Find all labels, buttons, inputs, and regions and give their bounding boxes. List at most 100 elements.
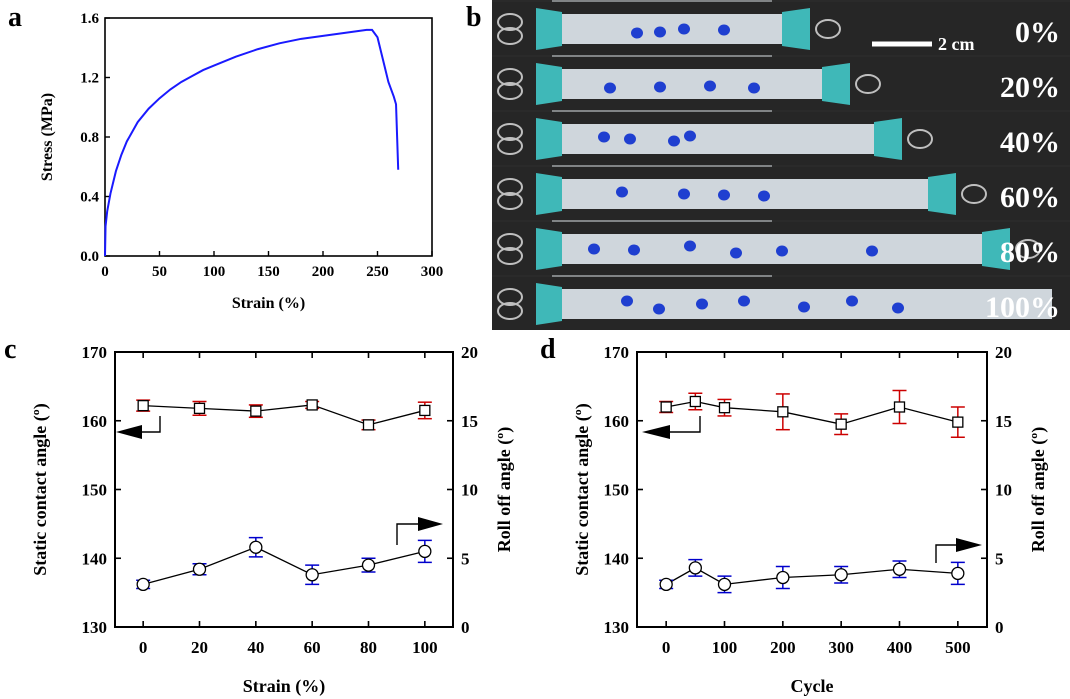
roll-off-point (951, 566, 965, 581)
right-binder-clip (982, 228, 1010, 270)
y-right-tick-label: 5 (995, 549, 1004, 568)
water-drop (846, 295, 858, 307)
contact-angle-point (306, 399, 318, 411)
clip-wire (497, 247, 523, 265)
y-left-tick-label: 130 (604, 618, 630, 637)
roll-off-line (665, 567, 958, 586)
panel-letter-c: c (4, 334, 17, 365)
water-drop (748, 82, 760, 94)
clip-wire (497, 192, 523, 210)
x-tick-label: 400 (887, 638, 913, 657)
strain-label: 20% (1000, 71, 1060, 104)
y-left-tick-label: 160 (604, 412, 630, 431)
clip-wire (497, 137, 523, 155)
left-axis-arrow-head (116, 425, 142, 439)
y-tick-label: 0.4 (80, 190, 99, 206)
y-right-tick-label: 20 (995, 343, 1012, 362)
contact-angle-line (143, 404, 425, 426)
y-right-tick-label: 0 (461, 618, 470, 637)
right-binder-clip (782, 8, 810, 50)
y-tick-label: 0.0 (80, 249, 99, 265)
y-left-axis-title: Static contact angle (º) (30, 403, 51, 575)
water-drop (704, 80, 716, 92)
x-tick-label: 200 (312, 264, 335, 280)
left-binder-clip (536, 173, 562, 215)
stress-strain-curve (104, 28, 400, 257)
y-tick-label: 0.8 (80, 130, 99, 146)
right-binder-clip (822, 63, 850, 105)
clip-wire (497, 123, 523, 141)
left-binder-clip (536, 8, 562, 50)
roll-off-point (659, 577, 673, 592)
y-left-axis-title: Static contact angle (º) (572, 403, 593, 575)
roll-off-point (305, 568, 319, 582)
left-binder-clip (536, 118, 562, 160)
film-strip-row: 20% (492, 57, 1070, 110)
y-axis-title: Stress (MPa) (39, 93, 56, 181)
clip-wire (497, 13, 523, 31)
y-left-tick-label: 170 (82, 343, 108, 362)
x-tick-label: 150 (257, 264, 280, 280)
y-right-tick-label: 20 (461, 343, 478, 362)
stretched-film-photo: 0% 20% 40% 60% 80% 100% 2 cm (492, 0, 1070, 330)
x-tick-label: 250 (366, 264, 389, 280)
water-drop (718, 24, 730, 36)
y-left-tick-label: 140 (604, 549, 630, 568)
clip-wire (497, 68, 523, 86)
water-drop (628, 244, 640, 256)
water-drop (668, 135, 680, 147)
water-drop (654, 81, 666, 93)
right-binder-clip (928, 173, 956, 215)
clip-wire (497, 233, 523, 251)
water-drop (696, 298, 708, 310)
y-tick-label: 1.2 (80, 71, 99, 87)
left-axis-arrow-head (642, 425, 670, 439)
water-drop (604, 82, 616, 94)
right-axis-arrow (935, 544, 958, 563)
x-tick-label: 0 (101, 264, 109, 280)
roll-off-point (418, 544, 432, 559)
panel-letter-d: d (540, 334, 556, 365)
roll-off-point (717, 577, 732, 592)
roll-off-point (136, 577, 150, 592)
cycle-angle-chart: 0 100 200 300 400 500 130 140 150 160 170 0 5 10 15 20 C… (572, 343, 1049, 696)
water-drop (653, 303, 665, 315)
contact-angle-point (893, 401, 906, 413)
film-strip-row: 40% (492, 112, 1070, 165)
film-strip (554, 69, 832, 99)
y-left-tick-label: 170 (604, 343, 630, 362)
contact-angle-point (952, 416, 964, 428)
water-drop (738, 295, 750, 307)
left-axis-arrow (140, 416, 161, 433)
x-tick-label: 500 (945, 638, 971, 657)
contact-angle-point (419, 404, 431, 417)
plot-frame (114, 351, 454, 628)
y-tick-label: 1.6 (80, 11, 99, 27)
photo-strips: 0% 20% 40% 60% 80% 100% 2 cm (492, 0, 1070, 330)
x-tick-label: 100 (712, 638, 738, 657)
plot-frame (104, 17, 433, 257)
contact-angle-point (362, 419, 375, 431)
left-binder-clip (536, 283, 562, 325)
x-tick-label: 300 (421, 264, 444, 280)
y-left-tick-label: 160 (82, 412, 108, 431)
strain-label: 40% (1000, 126, 1060, 159)
water-drop (654, 26, 666, 38)
scale-bar-label: 2 cm (938, 34, 974, 54)
stress-strain-chart: 0 50 100 150 200 250 300 0.0 0.4 0.8 1.2 1.6 Strain … (39, 11, 444, 312)
clip-wire (497, 288, 523, 306)
water-drop (631, 27, 643, 39)
water-drop (621, 295, 633, 307)
clip-wire (497, 82, 523, 100)
y-right-tick-label: 10 (461, 481, 478, 500)
water-drop (616, 186, 628, 198)
x-axis-title: Strain (%) (243, 676, 326, 697)
water-drop (758, 190, 770, 202)
right-axis-arrow-head (418, 517, 443, 531)
y-left-tick-label: 150 (82, 481, 108, 500)
contact-angle-point (835, 418, 847, 430)
y-left-tick-label: 130 (82, 618, 108, 637)
film-strip-row: 100% (492, 277, 1070, 330)
strain-label: 80% (1000, 236, 1060, 269)
film-strip-row: 0% (492, 2, 1070, 55)
